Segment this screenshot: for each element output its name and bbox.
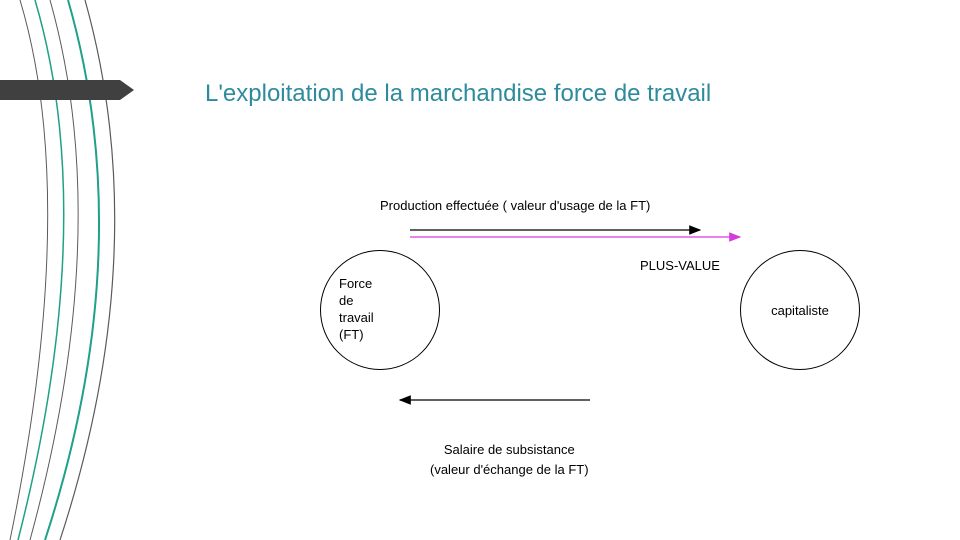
node-capitaliste-label: capitaliste — [771, 303, 829, 318]
title-marker-bar — [0, 80, 120, 100]
node-force-de-travail-label: Force de travail (FT) — [339, 276, 374, 344]
slide-title: L'exploitation de la marchandise force d… — [205, 80, 711, 108]
salary-label: Salaire de subsistance (valeur d'échange… — [430, 440, 589, 479]
node-force-de-travail: Force de travail (FT) — [320, 250, 440, 370]
plus-value-label: PLUS-VALUE — [640, 258, 720, 273]
diagram-container: Production effectuée ( valeur d'usage de… — [200, 170, 920, 510]
node-capitaliste: capitaliste — [740, 250, 860, 370]
